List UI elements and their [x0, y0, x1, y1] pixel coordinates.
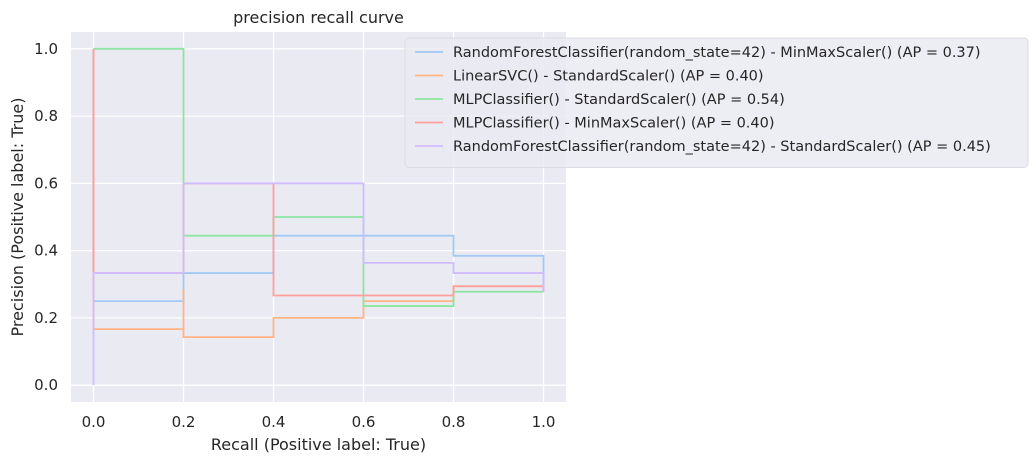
y-tick-label: 0.4	[34, 242, 58, 260]
x-tick-label: 0.4	[262, 413, 286, 431]
y-tick-label: 0.8	[34, 107, 58, 125]
legend-entry: MLPClassifier() - MinMaxScaler() (AP = 0…	[453, 116, 775, 132]
legend-entry: RandomForestClassifier(random_state=42) …	[453, 139, 991, 155]
legend-entry: MLPClassifier() - StandardScaler() (AP =…	[453, 92, 785, 108]
y-tick-labels: 0.0 0.2 0.4 0.6 0.8 1.0	[34, 40, 58, 394]
y-tick-label: 0.0	[34, 376, 58, 394]
x-axis-label: Recall (Positive label: True)	[211, 435, 426, 454]
series-layer	[92, 47, 545, 386]
legend-frame	[404, 37, 1029, 168]
y-tick-label: 1.0	[34, 40, 58, 58]
legend: RandomForestClassifier(random_state=42) …	[404, 37, 1029, 168]
x-tick-labels: 0.0 0.2 0.4 0.6 0.8 1.0	[82, 413, 556, 431]
series-line-5	[92, 182, 545, 386]
y-tick-label: 0.6	[34, 174, 58, 192]
x-tick-label: 0.6	[352, 413, 376, 431]
chart-title: precision recall curve	[233, 8, 404, 27]
x-tick-label: 0.8	[442, 413, 466, 431]
x-tick-label: 0.0	[82, 413, 106, 431]
x-tick-label: 1.0	[532, 413, 556, 431]
legend-entry: LinearSVC() - StandardScaler() (AP = 0.4…	[453, 69, 764, 85]
legend-entry: RandomForestClassifier(random_state=42) …	[453, 45, 981, 61]
x-tick-label: 0.2	[172, 413, 196, 431]
series-line-3	[93, 47, 544, 307]
y-axis-label: Precision (Positive label: True)	[8, 98, 27, 337]
y-tick-label: 0.2	[34, 309, 58, 327]
